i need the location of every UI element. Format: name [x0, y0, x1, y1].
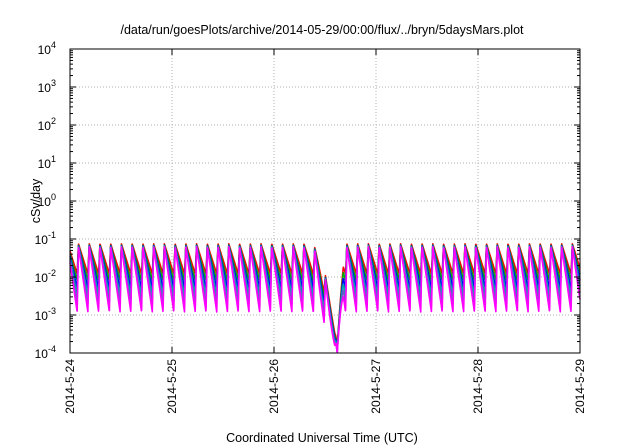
x-tick-label: 2014-5-26: [267, 359, 281, 414]
y-tick-label: 10-3: [35, 306, 56, 323]
x-tick-label: 2014-5-25: [165, 359, 179, 414]
y-tick-label: 100: [38, 192, 56, 209]
x-tick-label: 2014-5-24: [63, 359, 77, 414]
y-tick-label: 10-2: [35, 268, 56, 285]
y-tick-label: 10-4: [35, 344, 56, 361]
y-tick-label: 101: [38, 154, 56, 171]
y-tick-label: 104: [38, 40, 56, 57]
x-tick-label: 2014-5-27: [369, 359, 383, 414]
x-tick-labels: 2014-5-24 2014-5-25 2014-5-26 2014-5-27 2014…: [63, 359, 587, 414]
ticks: [69, 48, 581, 354]
series-group: [69, 242, 581, 354]
x-axis-label: Coordinated Universal Time (UTC): [226, 431, 418, 445]
series-line: [69, 246, 581, 354]
y-axis-label: cSv/day: [29, 178, 43, 223]
chart-title: /data/run/goesPlots/archive/2014-05-29/0…: [120, 23, 524, 37]
x-tick-label: 2014-5-29: [573, 359, 587, 414]
y-tick-label: 102: [38, 116, 56, 133]
y-tick-label: 10-1: [35, 230, 56, 247]
y-tick-label: 103: [38, 78, 56, 95]
y-tick-labels: 10-4 10-3 10-2 10-1 100 101 102 103 104: [35, 40, 56, 361]
x-tick-label: 2014-5-28: [471, 359, 485, 414]
